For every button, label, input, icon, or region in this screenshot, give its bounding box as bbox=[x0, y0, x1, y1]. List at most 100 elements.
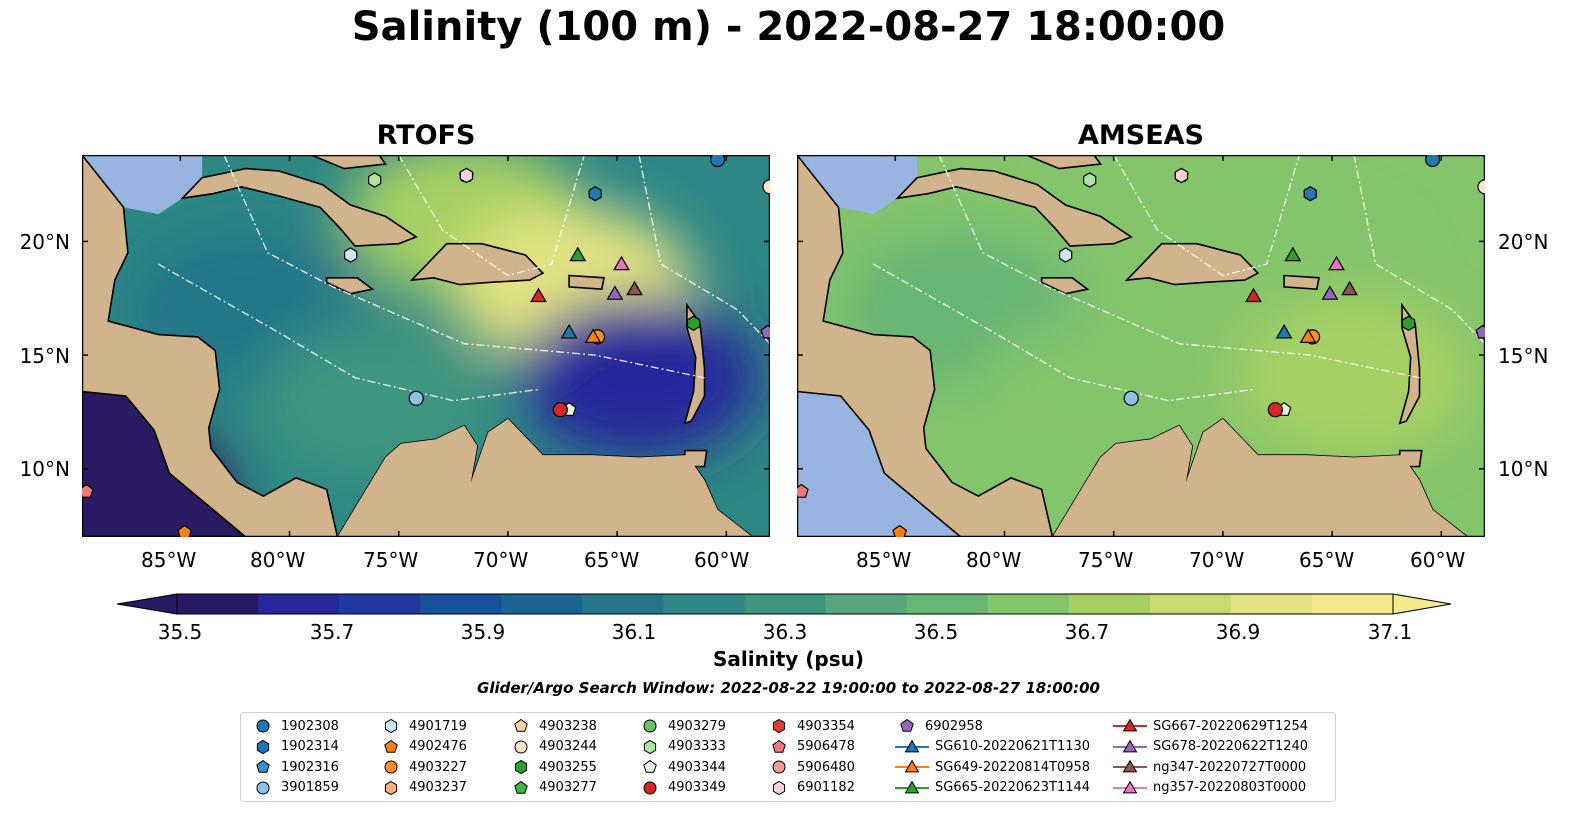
legend-marker bbox=[384, 718, 398, 734]
platform-4902476 bbox=[177, 524, 193, 537]
land-centralAmerica bbox=[797, 155, 1054, 537]
legend-label: 4903244 bbox=[539, 739, 597, 754]
legend-item: 4903333 bbox=[638, 737, 726, 757]
legend-marker bbox=[256, 719, 270, 733]
legend-item: 4903344 bbox=[638, 757, 726, 777]
x-tick-label: 60°W bbox=[1410, 548, 1466, 572]
x-tick-label: 70°W bbox=[1189, 548, 1245, 572]
land-puertoRico bbox=[1283, 274, 1320, 291]
platform-ng357-20220803T0000 bbox=[613, 255, 630, 271]
legend-item: 4902476 bbox=[379, 737, 467, 757]
colorbar-segment bbox=[582, 594, 664, 614]
land-centralAmerica bbox=[82, 155, 339, 537]
legend-item: 4903255 bbox=[509, 757, 597, 777]
colorbar-extend-low bbox=[116, 593, 178, 615]
x-tick-label: 85°W bbox=[856, 548, 912, 572]
platform-SG649-20220814T0958 bbox=[1299, 328, 1317, 343]
legend-marker bbox=[256, 739, 270, 754]
eez-boundary bbox=[873, 263, 1256, 402]
platform-6902958 bbox=[760, 324, 770, 339]
legend-item: SG665-20220623T1144 bbox=[895, 778, 1090, 798]
platform-1902314 bbox=[1303, 186, 1317, 202]
land-south-america-interior bbox=[1052, 418, 1485, 537]
colorbar-segment bbox=[744, 594, 827, 614]
colorbar-segment bbox=[1149, 594, 1232, 614]
legend-marker bbox=[1113, 780, 1147, 793]
y-tick-label: 20°N bbox=[19, 230, 70, 254]
land-lesserAntilles bbox=[1398, 302, 1421, 425]
legend-marker bbox=[772, 718, 786, 734]
legend-label: SG665-20220623T1144 bbox=[935, 780, 1091, 795]
platform-4903349 bbox=[1267, 402, 1283, 418]
legend-marker bbox=[514, 780, 528, 794]
legend-item: 6902958 bbox=[895, 716, 983, 736]
legend-label: ng357-20220803T0000 bbox=[1153, 780, 1307, 795]
out-of-domain-ocean bbox=[797, 391, 961, 537]
platform-SG667-20220629T1254 bbox=[1245, 287, 1262, 303]
legend-marker bbox=[900, 718, 914, 732]
land-cuba bbox=[180, 167, 418, 247]
legend-label: 4903277 bbox=[539, 780, 597, 795]
legend-label: 1902314 bbox=[281, 739, 339, 754]
land-jamaica bbox=[325, 277, 375, 295]
land-lesserAntilles bbox=[683, 302, 706, 425]
platform-4902476 bbox=[892, 524, 908, 537]
panel-title-rtofs: RTOFS bbox=[376, 120, 476, 151]
legend-marker bbox=[772, 739, 786, 753]
salinity-region bbox=[1234, 297, 1474, 458]
colorbar-segment bbox=[663, 594, 746, 614]
platform-SG667-20220629T1254 bbox=[530, 287, 547, 303]
legend-label: SG649-20220814T0958 bbox=[935, 759, 1091, 775]
x-tick-label: 75°W bbox=[363, 548, 419, 572]
colorbar-tick: 37.1 bbox=[1367, 620, 1413, 644]
legend-marker bbox=[643, 759, 657, 773]
y-tick-label: 15°N bbox=[1498, 344, 1549, 368]
legend-label: 4903255 bbox=[539, 759, 597, 775]
platform-SG649-20220814T0958 bbox=[584, 328, 602, 343]
land-hispaniola bbox=[409, 242, 545, 286]
legend-item: 4901719 bbox=[379, 716, 467, 736]
legend-item: 3901859 bbox=[251, 778, 339, 798]
out-of-domain-ocean bbox=[797, 155, 918, 215]
legend-label: 6901182 bbox=[797, 780, 855, 795]
colorbar-segment bbox=[1068, 594, 1151, 614]
platform-3901859 bbox=[1123, 390, 1139, 406]
eez-boundary bbox=[223, 155, 705, 379]
legend-label: 6902958 bbox=[925, 718, 983, 734]
colorbar-segment bbox=[258, 594, 340, 614]
x-tick-label: 70°W bbox=[473, 548, 529, 572]
x-tick-label: 65°W bbox=[584, 548, 640, 572]
x-tick-label: 80°W bbox=[250, 548, 306, 572]
platform-3901859 bbox=[408, 390, 424, 406]
y-tick-label: 20°N bbox=[1498, 230, 1549, 254]
legend-label: SG667-20220629T1254 bbox=[1153, 718, 1309, 734]
platform-6901182 bbox=[1174, 167, 1189, 184]
legend-label: 4903279 bbox=[668, 718, 726, 734]
legend-item: 4903354 bbox=[767, 716, 855, 736]
legend-label: 4903354 bbox=[797, 718, 855, 734]
legend-label: 4903349 bbox=[668, 780, 726, 795]
out-of-domain-ocean bbox=[82, 155, 203, 215]
colorbar-tick: 35.7 bbox=[309, 620, 355, 644]
rtofs-map bbox=[82, 155, 770, 537]
platform-SG610-20220621T1130 bbox=[1275, 323, 1293, 339]
legend-item: 4903349 bbox=[638, 778, 726, 798]
legend-label: 4903344 bbox=[668, 759, 726, 775]
eez-boundary bbox=[938, 155, 1420, 379]
land-bahamas bbox=[310, 155, 388, 170]
legend-item: 5906480 bbox=[767, 757, 855, 777]
colorbar-label: Salinity (psu) bbox=[712, 647, 864, 671]
land-south-america-interior bbox=[337, 418, 770, 537]
salinity-region bbox=[519, 297, 759, 458]
platform-1902308 bbox=[1425, 155, 1441, 168]
platform-6901182 bbox=[459, 167, 474, 184]
legend-label: 5906478 bbox=[797, 739, 855, 754]
legend-label: 3901859 bbox=[281, 780, 339, 795]
colorbar-segment bbox=[906, 594, 989, 614]
eez-boundary bbox=[638, 155, 770, 345]
land-bahamas bbox=[1025, 155, 1103, 170]
legend: 1902308 1902314 1902316 3901859 4901719 49024… bbox=[240, 712, 1336, 802]
land-cuba bbox=[895, 167, 1133, 247]
legend-label: 1902308 bbox=[281, 718, 339, 734]
x-tick-label: 60°W bbox=[694, 548, 750, 572]
